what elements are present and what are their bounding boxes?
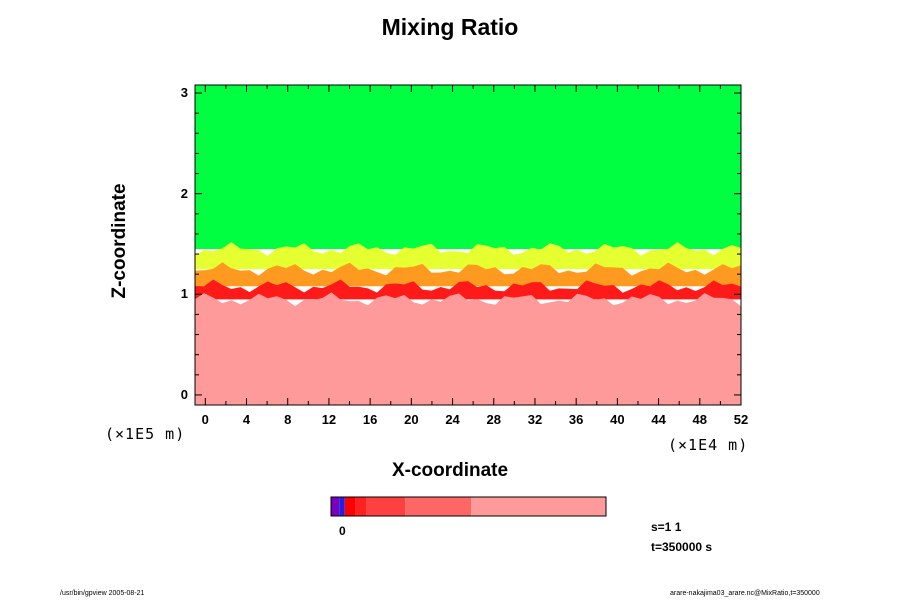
chart-title: Mixing Ratio (381, 14, 519, 40)
x-tick-label: 32 (527, 412, 543, 427)
y-axis-label: Z-coordinate (109, 183, 130, 299)
footer-right: arare-nakajima03_arare.nc@MixRatio,t=350… (670, 590, 820, 597)
heatmap-field (195, 85, 741, 405)
x-tick-label: 44 (651, 412, 666, 427)
colorbar (330, 496, 607, 517)
heatmap-layer-transition-yellow (195, 242, 741, 270)
x-axis-label: X-coordinate (391, 460, 509, 481)
x-tick-label: 36 (568, 412, 584, 427)
x-tick-label: 52 (733, 412, 749, 427)
colorbar-segment (366, 497, 406, 516)
x-tick-label: 8 (284, 412, 292, 427)
y-scale-label: (×1E5 m) (105, 425, 186, 443)
x-tick-label: 16 (362, 412, 378, 427)
colorbar-segment (355, 497, 367, 516)
y-tick-label: 2 (180, 185, 188, 201)
heatmap-layer-lower (195, 292, 741, 405)
x-tick-label: 40 (610, 412, 625, 427)
colorbar-segment (331, 497, 340, 516)
colorbar-frame (330, 496, 607, 517)
x-tick-label: 20 (404, 412, 419, 427)
colorbar-segment (344, 497, 356, 516)
x-tick-label: 48 (692, 412, 708, 427)
t-label: t=350000 s (651, 540, 713, 554)
plot-frame (194, 84, 742, 406)
colorbar-segment (405, 497, 472, 516)
footer-left: /usr/bin/gpview 2005-08-21 (60, 590, 145, 597)
x-scale-label: (×1E4 m) (668, 436, 749, 454)
x-tick-label: 4 (242, 412, 251, 427)
s-label: s=1 1 (651, 520, 682, 534)
axis-ticks (195, 85, 742, 405)
colorbar-segment (471, 497, 606, 516)
x-tick-label: 28 (486, 412, 501, 427)
colorbar-segment (339, 497, 345, 516)
heatmap-layer-upper (195, 85, 741, 250)
heatmap-layer-transition-orange (195, 262, 741, 287)
colorbar-tick-label: 0 (339, 524, 346, 538)
x-tick-label: 24 (445, 412, 460, 427)
y-tick-label: 0 (180, 386, 188, 402)
x-tick-label: 12 (321, 412, 337, 427)
y-tick-label: 3 (180, 85, 188, 101)
x-tick-label: 0 (201, 412, 209, 427)
y-tick-label: 1 (180, 286, 188, 302)
